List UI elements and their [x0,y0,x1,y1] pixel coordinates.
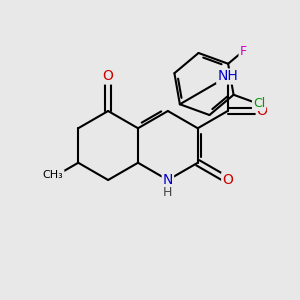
Text: O: O [222,173,233,187]
Text: Cl: Cl [253,97,265,110]
Text: F: F [239,45,247,58]
Text: O: O [103,70,114,83]
Text: O: O [257,104,268,118]
Text: NH: NH [217,70,238,83]
Text: N: N [163,173,173,187]
Text: CH₃: CH₃ [43,170,64,181]
Text: H: H [163,186,172,199]
